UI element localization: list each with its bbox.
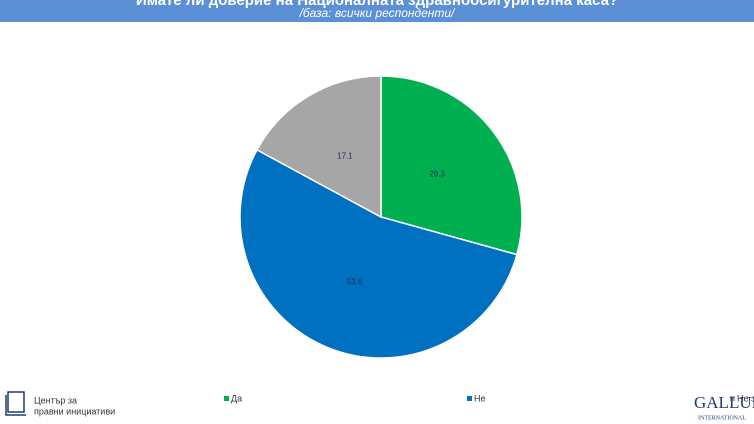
- logo-left: Център за правни инициативи: [5, 391, 115, 416]
- title-band: [0, 0, 754, 22]
- legend-label: Да: [231, 393, 242, 403]
- pie-slice: [380, 75, 523, 256]
- data-label: 29.3: [429, 169, 445, 178]
- legend-label: Не: [474, 393, 486, 403]
- legend-swatch: [224, 396, 229, 401]
- legend-label: Не знам: [737, 393, 754, 403]
- logo-text: правни инициативи: [34, 406, 115, 416]
- logo-text: Център за: [34, 395, 77, 405]
- pie-slice: [255, 75, 382, 219]
- legend-swatch: [730, 396, 735, 401]
- data-label: 17.1: [337, 152, 353, 161]
- chart-subtitle: /база: всички респонденти/: [299, 6, 457, 20]
- legend-swatch: [467, 396, 472, 401]
- logo-text: GALLUP: [694, 393, 754, 412]
- chart-title: Имате ли доверие на Националната здравно…: [136, 0, 618, 9]
- pie-slice: [239, 148, 518, 359]
- logo-right: GALLUP INTERNATIONAL: [694, 393, 754, 421]
- logo-text: INTERNATIONAL: [698, 415, 746, 421]
- data-label: 53.6: [347, 277, 363, 286]
